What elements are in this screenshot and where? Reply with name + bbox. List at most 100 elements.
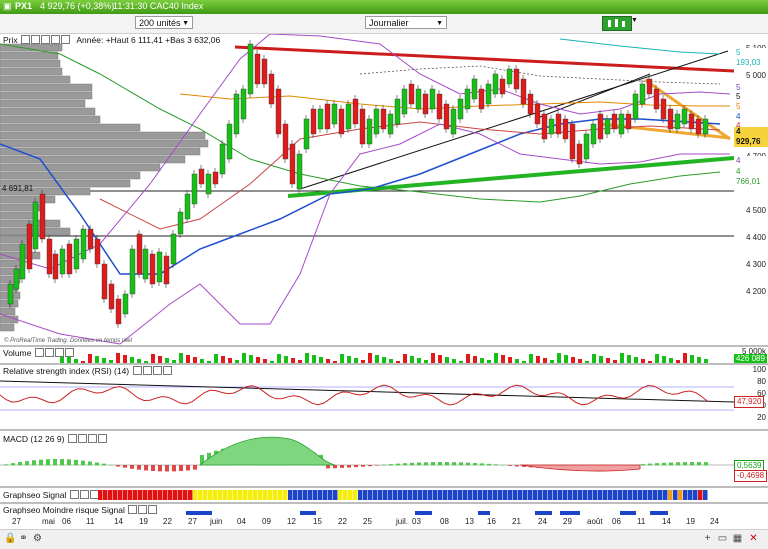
candle-body — [149, 253, 156, 285]
candle-body — [415, 88, 422, 110]
window-icon[interactable] — [77, 434, 87, 443]
window-icon[interactable] — [152, 366, 162, 375]
candle-body — [13, 268, 20, 290]
volume-header: Volume — [3, 348, 74, 358]
candle-body — [373, 108, 380, 135]
volume-bar — [130, 357, 134, 363]
signal-cell — [108, 490, 113, 500]
macd-histogram-bar — [158, 465, 162, 472]
close-icon[interactable] — [162, 366, 172, 375]
volume-bar — [235, 360, 239, 363]
pane-divider[interactable] — [0, 502, 768, 504]
units-select[interactable]: 200 unités ▼ — [135, 16, 193, 29]
candle-body — [653, 88, 660, 110]
add-icon[interactable]: + — [704, 533, 711, 544]
candle-body — [39, 193, 46, 240]
candle-body — [464, 88, 471, 110]
close-icon[interactable] — [61, 35, 71, 44]
candle-body — [450, 108, 457, 135]
macd-histogram-bar — [81, 460, 85, 466]
risk-signal-cell — [478, 511, 490, 515]
chevron-down-icon[interactable]: ▼ — [631, 17, 638, 24]
wrench-icon[interactable] — [128, 505, 138, 514]
window-icon[interactable] — [138, 505, 148, 514]
macd-area — [198, 436, 336, 466]
volume-profile-bar — [0, 51, 59, 60]
price-change: 4 929,76 (+0,38%) — [40, 1, 115, 11]
macd-histogram-bar — [382, 464, 386, 466]
volume-bar — [263, 359, 267, 363]
price-level-tag: 4 929,76 — [734, 127, 768, 147]
wrench-icon[interactable] — [69, 490, 79, 499]
risk-signal-cell — [560, 511, 580, 515]
window-icon[interactable] — [44, 348, 54, 357]
volume-bar — [298, 360, 302, 363]
settings-icon[interactable]: ⚙ — [33, 533, 42, 544]
candle-body — [478, 88, 485, 110]
pane-divider[interactable] — [0, 345, 768, 347]
candle-body — [198, 168, 205, 185]
wrench-icon[interactable] — [34, 348, 44, 357]
rsi-pane[interactable]: Relative strength index (RSI) (14) — [0, 365, 734, 429]
lock-icon[interactable]: 🔒 — [4, 533, 17, 544]
window-icon[interactable]: ▭ — [717, 533, 728, 544]
wrench-icon[interactable] — [67, 434, 77, 443]
volume-bar — [431, 353, 435, 363]
volume-profile-bar — [0, 123, 141, 132]
candle-body — [282, 123, 289, 160]
window-icon[interactable] — [41, 35, 51, 44]
window-icon[interactable] — [31, 35, 41, 44]
year-stats: Année: +Haut 6 111,41 +Bas 3 632,06 — [76, 35, 221, 45]
link-icon[interactable]: ⚭ — [19, 533, 28, 544]
volume-bar — [270, 361, 274, 363]
candle-body — [163, 255, 170, 285]
candle-body — [122, 293, 129, 315]
candle-body — [240, 88, 247, 120]
window-icon[interactable] — [79, 490, 89, 499]
graphseo-risk-pane[interactable]: Graphseo Moindre risque Signal — [0, 504, 734, 516]
signal-cell — [273, 490, 278, 500]
x-tick: 29 — [563, 517, 572, 526]
volume-pane[interactable]: Volume — [0, 347, 734, 363]
close-icon[interactable] — [97, 434, 107, 443]
volume-profile-bar — [0, 171, 141, 180]
lock-icon[interactable] — [51, 35, 61, 44]
signal-cell — [153, 490, 158, 500]
signal-cell — [458, 490, 463, 500]
pane-divider[interactable] — [0, 363, 768, 365]
wrench-icon[interactable] — [132, 366, 142, 375]
candle-body — [303, 118, 310, 150]
signal-cell — [343, 490, 348, 500]
window-icon[interactable] — [87, 434, 97, 443]
pane-divider[interactable] — [0, 486, 768, 488]
price-pane[interactable]: Prix Année: +Haut 6 111,41 +Bas 3 632,06… — [0, 34, 734, 345]
close-icon[interactable]: ✕ — [749, 533, 758, 544]
signal-cell — [598, 490, 603, 500]
macd-histogram-bar — [480, 463, 484, 466]
rsi-trendline — [0, 380, 734, 403]
signal-cell — [543, 490, 548, 500]
volume-bar — [291, 358, 295, 363]
period-select[interactable]: Journalier ▼ — [365, 16, 447, 29]
signal-cell — [428, 490, 433, 500]
candle-body — [429, 88, 436, 110]
close-icon[interactable] — [148, 505, 158, 514]
pane-divider[interactable] — [0, 429, 768, 431]
volume-bar — [627, 355, 631, 363]
macd-pane[interactable]: MACD (12 26 9) — [0, 431, 734, 486]
window-icon[interactable] — [142, 366, 152, 375]
grid-icon[interactable]: ▦ — [732, 533, 743, 544]
signal-cell — [133, 490, 138, 500]
graphseo-signal-pane[interactable]: Graphseo Signal — [0, 488, 734, 502]
window-icon[interactable] — [54, 348, 64, 357]
macd-histogram-bar — [515, 465, 519, 467]
volume-bar — [445, 357, 449, 363]
wrench-icon[interactable] — [21, 35, 31, 44]
volume-bar — [522, 361, 526, 363]
candle-body — [513, 68, 520, 90]
signal-cell — [408, 490, 413, 500]
macd-histogram-bar — [39, 459, 43, 466]
chart-type-button[interactable] — [602, 16, 632, 31]
close-icon[interactable] — [64, 348, 74, 357]
